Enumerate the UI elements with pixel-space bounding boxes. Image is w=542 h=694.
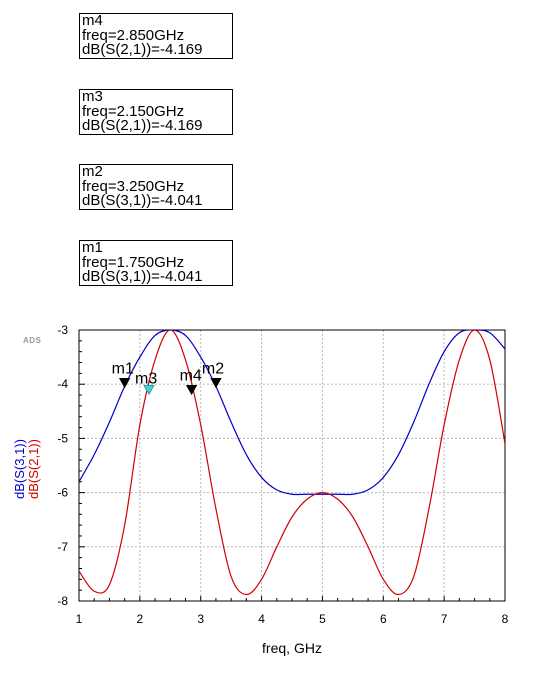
grid-lines — [79, 330, 505, 601]
marker-m4-label: m4 — [180, 367, 202, 384]
axis-ticks: 1 2 3 4 5 6 7 8 -8 -7 -6 -5 -4 -3 — [57, 323, 508, 626]
marker-m3-triangle[interactable] — [143, 384, 155, 396]
x-tick-label: 8 — [502, 612, 509, 626]
series-line-s21[interactable] — [79, 330, 505, 596]
x-tick-label: 3 — [197, 612, 204, 626]
marker-freq: freq=2.150GHz — [82, 102, 185, 120]
ads-watermark: ADS — [23, 336, 42, 345]
y-tick-label: -4 — [57, 377, 68, 391]
marker-m4-triangle[interactable] — [185, 384, 198, 396]
marker-readout-m2[interactable]: m2 freq=3.250GHz dB(S(3,1))=-4.041 — [79, 164, 233, 210]
marker-freq: freq=1.750GHz — [82, 253, 185, 271]
x-tick-label: 1 — [76, 612, 83, 626]
marker-readout-m1[interactable]: m1 freq=1.750GHz dB(S(3,1))=-4.041 — [79, 240, 233, 286]
marker-m2-triangle[interactable] — [210, 378, 222, 389]
x-tick-label: 2 — [137, 612, 144, 626]
marker-value: dB(S(3,1))=-4.041 — [82, 192, 203, 209]
y-tick-label: -6 — [57, 486, 68, 500]
marker-m1-label: m1 — [112, 360, 134, 377]
marker-value: dB(S(3,1))=-4.041 — [82, 268, 203, 285]
marker-m2-label: m2 — [202, 360, 224, 377]
marker-name: m3 — [82, 88, 103, 105]
y-tick-label: -5 — [57, 431, 68, 445]
marker-freq: freq=2.850GHz — [82, 26, 185, 44]
marker-name: m4 — [82, 12, 103, 29]
y-tick-label: -3 — [57, 323, 68, 337]
marker-readout-m3[interactable]: m3 freq=2.150GHz dB(S(2,1))=-4.169 — [79, 89, 233, 135]
marker-freq: freq=3.250GHz — [82, 177, 185, 195]
x-tick-label: 4 — [258, 612, 265, 626]
x-tick-label: 5 — [319, 612, 326, 626]
marker-value: dB(S(2,1))=-4.169 — [82, 41, 203, 58]
marker-name: m1 — [82, 239, 103, 256]
x-axis-label: freq, GHz — [262, 640, 322, 656]
marker-m3-label: m3 — [135, 370, 157, 387]
y-tick-label: -7 — [57, 540, 68, 554]
x-tick-label: 7 — [441, 612, 448, 626]
y-tick-label: -8 — [57, 594, 68, 608]
marker-readout-m4[interactable]: m4 freq=2.850GHz dB(S(2,1))=-4.169 — [79, 13, 233, 59]
marker-name: m2 — [82, 163, 103, 180]
series-line-s31[interactable] — [79, 330, 505, 496]
marker-m1-triangle[interactable] — [118, 378, 131, 389]
series-lines — [79, 330, 505, 596]
marker-value: dB(S(2,1))=-4.169 — [82, 117, 203, 134]
x-tick-label: 6 — [380, 612, 387, 626]
